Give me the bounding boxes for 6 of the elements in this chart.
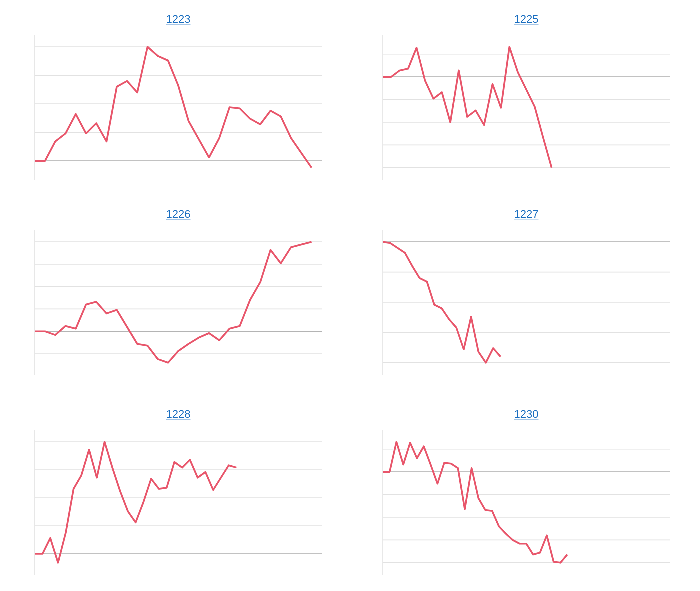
chart-title: 1226	[167, 210, 190, 218]
chart-title: 1227	[515, 210, 538, 218]
chart-title: 1223	[167, 15, 190, 24]
chart-title: 1228	[167, 410, 190, 418]
chart-title: 1225	[515, 15, 538, 24]
chart-title: 1230	[515, 410, 538, 418]
